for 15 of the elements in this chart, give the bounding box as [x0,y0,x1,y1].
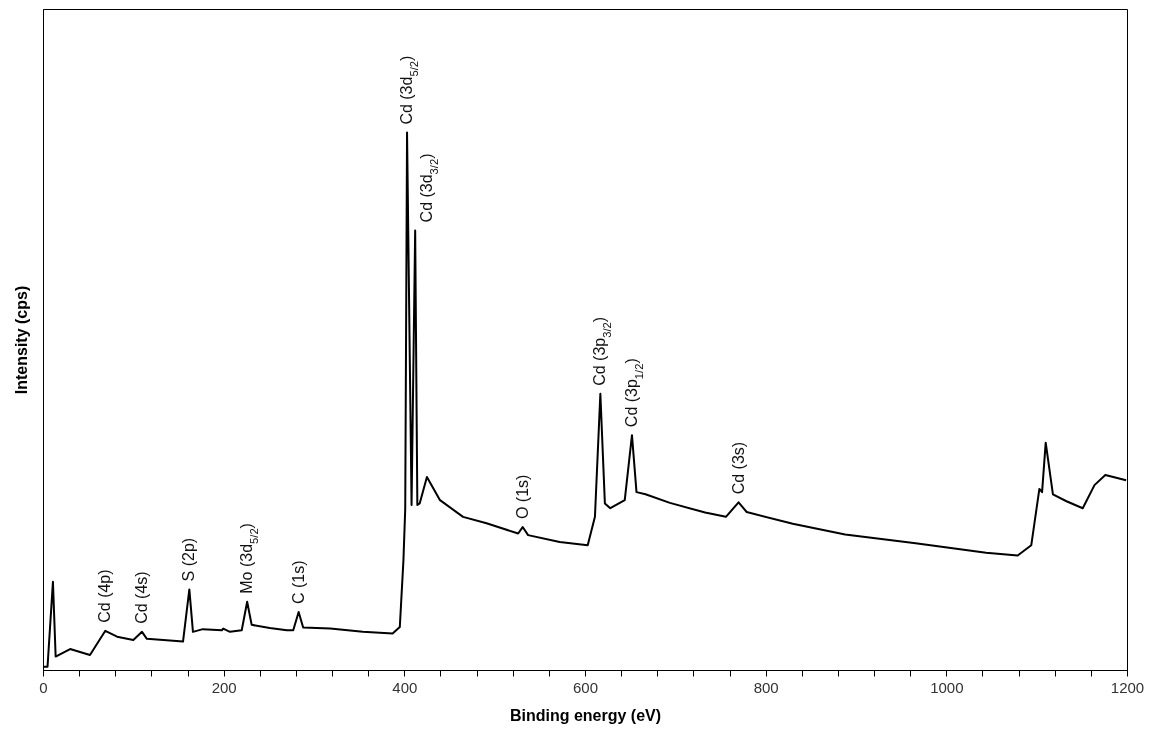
annotation: Cd (4s) [133,571,151,624]
x-tick-label: 1200 [1110,678,1145,696]
x-axis-title: Binding energy (eV) [509,706,662,724]
x-tick-label: 1000 [930,678,964,696]
x-tick-label: 800 [753,678,779,696]
x-tick-label: 200 [211,678,237,696]
x-tick-label: 600 [572,678,599,696]
annotation: Cd (3s) [729,441,747,495]
x-tick-label: 400 [392,678,418,696]
y-axis-title: Intensity (cps) [12,285,30,395]
annotation: S (2p) [180,537,198,582]
annotation: O (1s) [513,474,531,520]
annotation: Cd (4p) [96,569,114,623]
annotation: C (1s) [289,560,307,604]
x-tick-label: 0 [39,678,48,696]
